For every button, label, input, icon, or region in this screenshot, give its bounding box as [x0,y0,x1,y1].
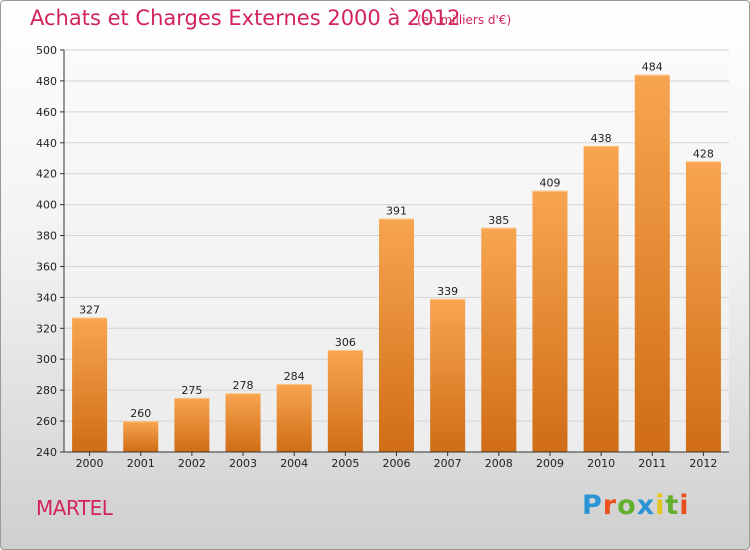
data-labels: 327 260 275 278 284 306 391 339 385 409 438 484 428 [79,61,714,420]
logo-letter: t [665,490,680,521]
logo-letter: i [655,490,666,521]
bar-2008 [481,227,517,452]
x-tick-label: 2004 [280,457,308,470]
bars [72,74,721,453]
y-tick-label: 440 [36,137,57,150]
data-label: 484 [642,61,663,74]
town-name: MARTEL [36,496,113,520]
bar-2011 [634,74,670,452]
y-tick-label: 340 [36,291,57,304]
bar-2007 [430,298,466,452]
data-label: 428 [693,147,714,160]
y-tick-label: 420 [36,168,57,181]
y-tick-label: 400 [36,199,57,212]
x-tick-label: 2008 [485,457,513,470]
data-label: 409 [539,177,560,190]
data-label: 284 [284,370,305,383]
x-axis-ticks: 2000 2001 2002 2003 2004 2005 2006 2007 2008 2009… [76,452,717,470]
bar-2006 [379,218,414,452]
x-tick-label: 2003 [229,457,257,470]
proxiti-logo: Proxiti [582,490,690,521]
data-label: 260 [130,407,151,420]
y-axis-ticks: 240 260 280 300 320 340 360 380 400 420 440 460 480 5… [36,44,729,459]
x-tick-label: 2000 [76,457,104,470]
logo-letter: r [602,490,618,521]
data-label: 275 [181,384,202,397]
y-tick-label: 380 [36,230,57,243]
y-tick-label: 360 [36,260,57,273]
logo-letter: P [582,490,603,521]
bar-2004 [276,383,312,452]
bar-2012 [685,161,721,453]
bar-2003 [225,393,261,452]
data-label: 306 [335,336,356,349]
bar-2009 [532,190,568,452]
data-label: 327 [79,303,100,316]
y-tick-label: 300 [36,353,57,366]
bar-2010 [583,145,619,452]
x-tick-label: 2010 [587,457,615,470]
y-tick-label: 280 [36,384,57,397]
data-label: 391 [386,205,407,218]
y-tick-label: 260 [36,415,57,428]
bar-2000 [72,317,108,452]
data-label: 385 [488,214,509,227]
logo-letter: o [617,490,637,521]
y-tick-label: 240 [36,446,57,459]
x-tick-label: 2005 [331,457,359,470]
x-tick-label: 2011 [638,457,666,470]
x-tick-label: 2009 [536,457,564,470]
bar-2005 [327,349,363,452]
bar-2002 [174,397,210,452]
logo-letter: i [679,490,690,521]
y-tick-label: 500 [36,44,57,57]
data-label: 278 [233,379,254,392]
x-tick-label: 2001 [127,457,155,470]
bar-2001 [123,421,159,452]
y-tick-label: 480 [36,75,57,88]
y-tick-label: 320 [36,322,57,335]
x-tick-label: 2007 [434,457,462,470]
data-label: 438 [591,132,612,145]
chart-subtitle: (en milliers d'€) [417,13,512,27]
data-label: 339 [437,285,458,298]
logo-letter: x [636,490,656,521]
chart-title: Achats et Charges Externes 2000 à 2012 [30,6,461,30]
x-tick-label: 2012 [689,457,717,470]
x-tick-label: 2002 [178,457,206,470]
x-tick-label: 2006 [383,457,411,470]
y-tick-label: 460 [36,106,57,119]
